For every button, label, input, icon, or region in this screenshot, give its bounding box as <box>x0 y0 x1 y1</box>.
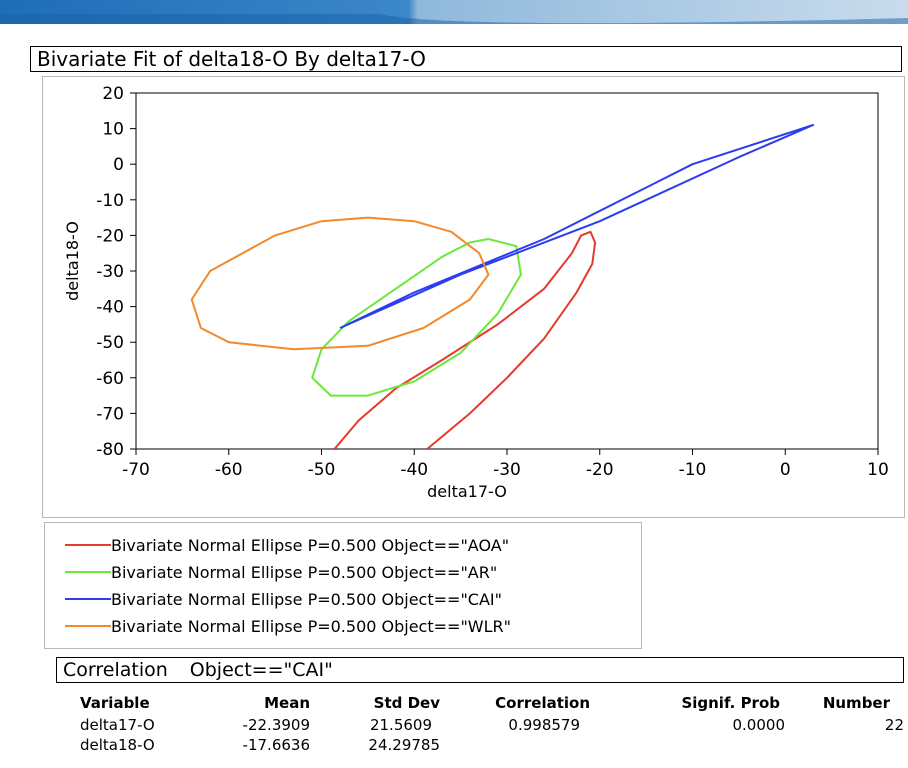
ellipse-series-wlr <box>190 216 490 351</box>
legend-label: Bivariate Normal Ellipse P=0.500 Object=… <box>111 589 502 609</box>
legend-item-ar[interactable]: Bivariate Normal Ellipse P=0.500 Object=… <box>65 562 497 582</box>
x-tick-label: -20 <box>586 460 614 480</box>
ellipse-series-ar <box>311 238 522 397</box>
row0-variable: delta17-O <box>80 716 155 734</box>
legend: Bivariate Normal Ellipse P=0.500 Object=… <box>44 522 642 649</box>
x-tick-label: -50 <box>308 460 336 480</box>
legend-item-aoa[interactable]: Bivariate Normal Ellipse P=0.500 Object=… <box>65 535 509 555</box>
row0-mean: -22.3909 <box>242 716 310 734</box>
x-tick-label: -70 <box>122 460 150 480</box>
col-header-correlation: Correlation <box>495 694 590 712</box>
legend-swatch <box>65 598 111 600</box>
legend-item-cai[interactable]: Bivariate Normal Ellipse P=0.500 Object=… <box>65 589 502 609</box>
legend-swatch <box>65 571 111 573</box>
col-header-number: Number <box>822 694 890 712</box>
y-tick-label: -20 <box>96 226 124 246</box>
row1-variable: delta18-O <box>80 736 155 754</box>
row0-correlation: 0.998579 <box>508 716 580 734</box>
x-tick-label: 10 <box>867 460 889 480</box>
y-tick-label: 10 <box>102 120 124 140</box>
y-axis-label: delta18-O <box>63 221 82 301</box>
legend-label: Bivariate Normal Ellipse P=0.500 Object=… <box>111 616 512 636</box>
x-tick-label: -60 <box>215 460 243 480</box>
y-tick-label: -30 <box>96 262 124 282</box>
x-tick-label: -30 <box>493 460 521 480</box>
chart: -70 -60 -50 -40 -30 -20 -10 0 10 20 10 0 -10 -20 -30 -4… <box>63 84 889 501</box>
ellipse-series-aoa <box>333 230 597 449</box>
y-tick-label: -60 <box>96 369 124 389</box>
legend-swatch <box>65 544 111 546</box>
row0-number: 22 <box>884 716 904 734</box>
plot-area <box>135 92 879 450</box>
panel-title[interactable]: Bivariate Fit of delta18-O By delta17-O <box>30 46 902 72</box>
row0-prob: 0.0000 <box>732 716 786 734</box>
y-tick-label: -50 <box>96 333 124 353</box>
y-tick-label: -70 <box>96 404 124 424</box>
legend-swatch <box>65 625 111 627</box>
y-tick-label: 20 <box>102 84 124 104</box>
x-tick-label: 0 <box>780 460 791 480</box>
legend-label: Bivariate Normal Ellipse P=0.500 Object=… <box>111 562 498 582</box>
x-tick-label: -40 <box>400 460 428 480</box>
col-header-stddev: Std Dev <box>373 694 440 712</box>
correlation-object: Object=="CAI" <box>189 659 333 681</box>
row0-stddev: 21.5609 <box>369 716 432 734</box>
ellipse-series-cai <box>339 124 815 329</box>
x-tick-label: -10 <box>679 460 707 480</box>
plot-frame <box>42 76 905 518</box>
col-header-prob: Signif. Prob <box>681 694 780 712</box>
row1-mean: -17.6636 <box>242 736 310 754</box>
y-tick-label: -10 <box>96 191 124 211</box>
correlation-title: Correlation <box>63 659 168 681</box>
header-banner <box>0 0 908 24</box>
correlation-title-bar[interactable]: Correlation Object=="CAI" <box>56 657 904 683</box>
col-header-mean: Mean <box>264 694 310 712</box>
y-tick-label: -80 <box>96 440 124 460</box>
col-header-variable: Variable <box>80 694 150 712</box>
legend-item-wlr[interactable]: Bivariate Normal Ellipse P=0.500 Object=… <box>65 616 511 636</box>
y-tick-label: 0 <box>113 155 124 175</box>
y-tick-label: -40 <box>96 298 124 318</box>
row1-stddev: 24.29785 <box>368 736 440 754</box>
legend-label: Bivariate Normal Ellipse P=0.500 Object=… <box>111 535 510 555</box>
x-axis-label: delta17-O <box>427 482 507 501</box>
